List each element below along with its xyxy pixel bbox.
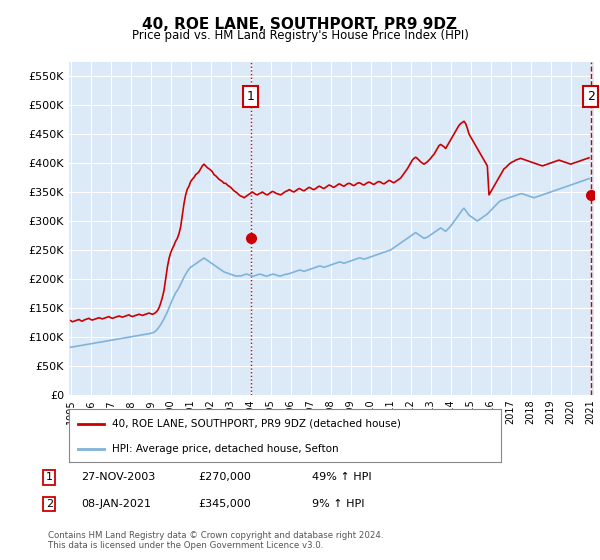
- Text: 1: 1: [46, 472, 53, 482]
- Text: £345,000: £345,000: [198, 499, 251, 509]
- Text: 2: 2: [587, 90, 595, 103]
- Text: 49% ↑ HPI: 49% ↑ HPI: [312, 472, 371, 482]
- Text: 2: 2: [46, 499, 53, 509]
- Text: Price paid vs. HM Land Registry's House Price Index (HPI): Price paid vs. HM Land Registry's House …: [131, 29, 469, 42]
- Text: £270,000: £270,000: [198, 472, 251, 482]
- Text: 27-NOV-2003: 27-NOV-2003: [81, 472, 155, 482]
- Text: Contains HM Land Registry data © Crown copyright and database right 2024.
This d: Contains HM Land Registry data © Crown c…: [48, 530, 383, 550]
- Text: 40, ROE LANE, SOUTHPORT, PR9 9DZ (detached house): 40, ROE LANE, SOUTHPORT, PR9 9DZ (detach…: [112, 419, 401, 429]
- Text: HPI: Average price, detached house, Sefton: HPI: Average price, detached house, Seft…: [112, 444, 339, 454]
- Text: 1: 1: [247, 90, 254, 103]
- Text: 08-JAN-2021: 08-JAN-2021: [81, 499, 151, 509]
- Text: 40, ROE LANE, SOUTHPORT, PR9 9DZ: 40, ROE LANE, SOUTHPORT, PR9 9DZ: [143, 17, 458, 32]
- Text: 9% ↑ HPI: 9% ↑ HPI: [312, 499, 365, 509]
